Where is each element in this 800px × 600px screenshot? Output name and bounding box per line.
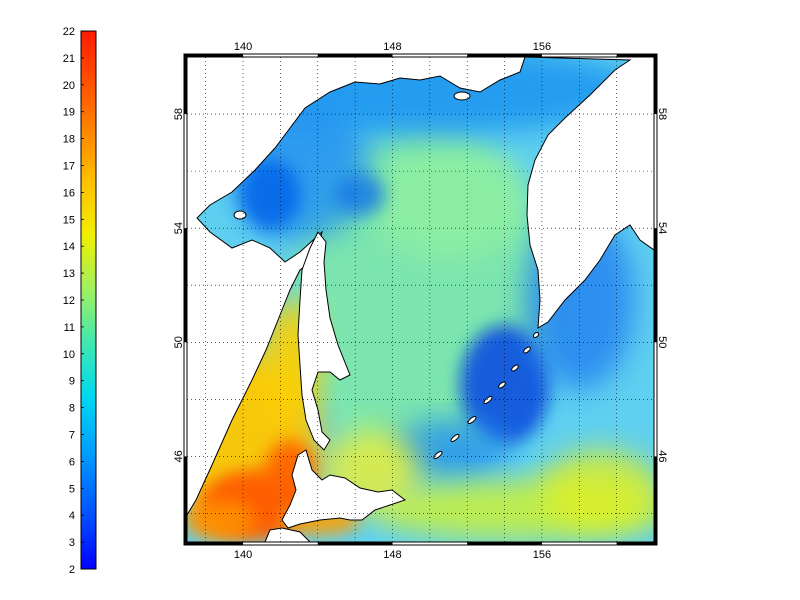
- lat-label-right-46: 46: [656, 450, 668, 462]
- land-mainland-west: [187, 57, 526, 516]
- lat-label-right-58: 58: [656, 108, 668, 120]
- land-honshu: [264, 527, 311, 542]
- frame-bar-left: [184, 228, 187, 343]
- graticule: [187, 57, 654, 542]
- lon-label-top-156: 156: [533, 41, 551, 53]
- right-lat-labels: 58 54 50 46: [656, 108, 668, 463]
- land-hokkaido: [281, 449, 407, 529]
- colorbar-label-13: 13: [63, 268, 75, 280]
- bottom-lon-labels: 140 148 156: [234, 549, 551, 561]
- colorbar-label-20: 20: [63, 80, 75, 92]
- frame-bar-top: [616, 54, 657, 57]
- colorbar-label-21: 21: [63, 53, 75, 65]
- frame-bar-right: [654, 456, 657, 545]
- tauisk-island: [453, 91, 471, 101]
- colorbar-label-5: 5: [69, 483, 75, 495]
- colorbar-label-15: 15: [63, 214, 75, 226]
- lat-label-left-46: 46: [173, 450, 185, 462]
- lat-label-left-58: 58: [173, 108, 185, 120]
- frame-bar-bottom: [467, 542, 542, 545]
- kuril-7: [523, 346, 531, 354]
- colorbar-label-7: 7: [69, 430, 75, 442]
- kuril-2: [450, 433, 460, 443]
- frame-bar-bottom: [317, 542, 393, 545]
- colorbar-label-8: 8: [69, 403, 75, 415]
- left-lat-labels: 58 54 50 46: [173, 108, 185, 463]
- colorbar-label-10: 10: [63, 349, 75, 361]
- kuril-5: [498, 381, 506, 389]
- frame-bar-left: [184, 54, 187, 115]
- colorbar-label-4: 4: [69, 510, 75, 522]
- colorbar-label-16: 16: [63, 187, 75, 199]
- kuril-3: [467, 415, 477, 425]
- colorbar-label-18: 18: [63, 134, 75, 146]
- frame-bar-left: [184, 456, 187, 545]
- colorbar-label-14: 14: [63, 241, 75, 253]
- map-panel: [187, 57, 654, 542]
- lon-label-top-148: 148: [383, 41, 401, 53]
- colorbar-label-22: 22: [63, 26, 75, 38]
- top-lon-labels: 140 148 156: [234, 41, 551, 53]
- frame-bar-top: [184, 54, 244, 57]
- colorbar-labels: 22 21 20 19 18 17 16 15 14 13 12 11 10 9 8 7 6 5 4 3 2: [63, 26, 84, 576]
- frame-bar-right: [654, 54, 657, 115]
- colorbar-label-17: 17: [63, 161, 75, 173]
- lat-label-right-50: 50: [656, 336, 668, 348]
- colorbar-label-11: 11: [64, 322, 75, 334]
- colorbar-label-2: 2: [69, 564, 75, 576]
- lat-label-right-54: 54: [656, 222, 668, 234]
- land-sakhalin: [297, 231, 351, 451]
- frame-bar-top: [467, 54, 542, 57]
- kuril-6: [511, 364, 519, 372]
- land-kamchatka: [524, 57, 654, 329]
- land: [187, 57, 654, 542]
- colorbar: 22 21 20 19 18 17 16 15 14 13 12 11 10 9 8 7 6 5 4 3 2: [63, 26, 97, 576]
- lon-label-bottom-140: 140: [234, 549, 252, 561]
- frame-checker: [184, 54, 657, 545]
- colorbar-label-9: 9: [69, 376, 75, 388]
- colorbar-label-6: 6: [69, 456, 75, 468]
- map-frame: [183, 53, 658, 546]
- frame-bar-top: [317, 54, 393, 57]
- kuril-4: [483, 395, 493, 405]
- colorbar-label-3: 3: [69, 537, 75, 549]
- frame-bar-right: [654, 228, 657, 343]
- lon-label-top-140: 140: [234, 41, 252, 53]
- shantar-island: [233, 210, 247, 220]
- colorbar-label-19: 19: [63, 107, 75, 119]
- frame-bar-bottom: [184, 542, 244, 545]
- lon-label-bottom-156: 156: [533, 549, 551, 561]
- kuril-8: [532, 332, 540, 338]
- frame-bar-bottom: [616, 542, 657, 545]
- lat-label-left-54: 54: [173, 222, 185, 234]
- lon-label-bottom-148: 148: [383, 549, 401, 561]
- colorbar-label-12: 12: [63, 295, 75, 307]
- lat-label-left-50: 50: [173, 336, 185, 348]
